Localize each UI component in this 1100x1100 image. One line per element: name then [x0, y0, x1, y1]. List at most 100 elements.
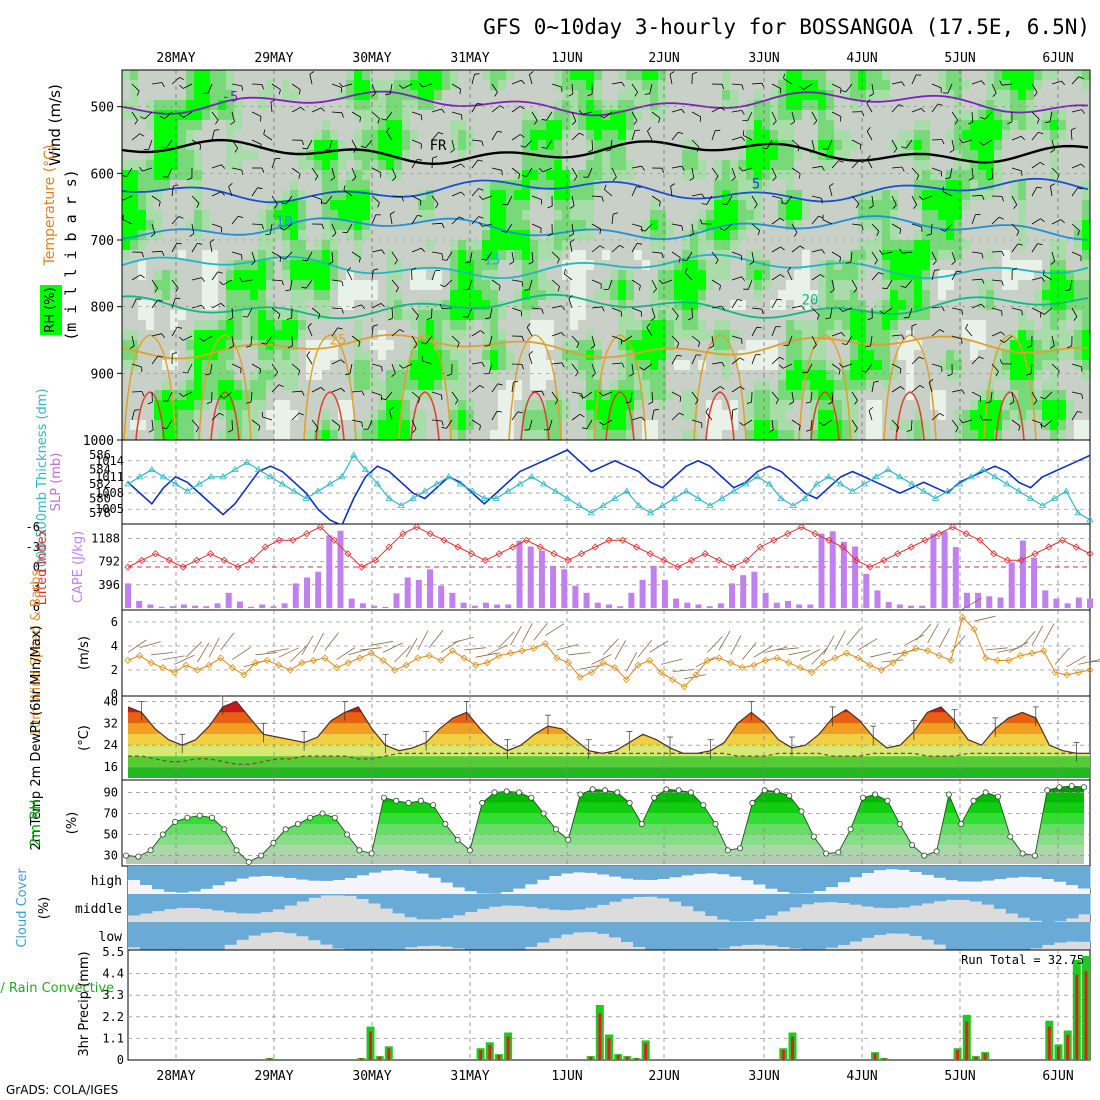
rh-cell	[930, 190, 938, 200]
cloud-cell	[476, 866, 490, 894]
cloud-cell	[837, 922, 850, 945]
wind-barb	[531, 111, 538, 121]
rh-cell	[314, 250, 322, 260]
thickness-point	[302, 494, 310, 501]
wind-barb	[411, 269, 413, 281]
wind-barb-flag	[320, 107, 325, 112]
cloud-cell	[1066, 866, 1079, 886]
rh-cell	[962, 170, 970, 180]
cape-bar	[751, 571, 758, 608]
wind-barb	[991, 363, 999, 372]
wind-barb	[521, 623, 533, 643]
rh-cell	[690, 220, 698, 230]
rh-cell	[538, 380, 546, 390]
rh-cell	[170, 140, 178, 150]
rh-cell	[250, 280, 258, 290]
rh-cell	[1058, 250, 1066, 260]
rh-cell	[882, 370, 890, 380]
rh-cell	[690, 170, 698, 180]
rh-cell	[786, 320, 794, 330]
wind-barb-flag	[841, 343, 847, 345]
wind-barb-flag	[633, 120, 638, 125]
wind-barb-flag	[1081, 109, 1085, 114]
wind-barb	[431, 391, 442, 396]
precip-tick-label: 3.3	[102, 988, 124, 1002]
rh-cell	[770, 360, 778, 370]
wind-barb	[951, 251, 956, 262]
rh-cell	[930, 210, 938, 220]
rh-cell	[922, 200, 930, 210]
wind-barb	[611, 362, 623, 365]
rh-cell	[994, 410, 1002, 420]
cloud-cell	[452, 866, 466, 888]
rh-cell	[186, 130, 194, 140]
rh-cell	[434, 270, 442, 280]
rh-cell	[906, 360, 914, 370]
rh-cell	[586, 140, 594, 150]
contour-line	[122, 90, 1089, 117]
wind-barb-flag	[809, 149, 815, 153]
rh-cell	[242, 260, 250, 270]
rh-cell	[282, 200, 290, 210]
rh-cell	[234, 270, 242, 280]
rh-cell	[1042, 410, 1050, 420]
bottom-date-label: 28MAY	[156, 1069, 195, 1084]
li-point	[426, 530, 434, 538]
rh-cell	[810, 90, 818, 100]
rh-cell	[234, 380, 242, 390]
rh-cell	[298, 300, 306, 310]
rh-cell	[458, 270, 466, 280]
cloud-cell	[236, 894, 249, 914]
rh-cell	[938, 280, 946, 290]
rh-cell	[282, 80, 290, 90]
chart-title: GFS 0~10day 3-hourly for BOSSANGOA (17.5…	[483, 15, 1090, 39]
rh-cell	[962, 420, 970, 430]
rh-cell	[794, 430, 802, 440]
rh-cell	[210, 360, 218, 370]
rh-cell	[842, 370, 850, 380]
rh-cell	[410, 280, 418, 290]
rh-cell	[226, 430, 234, 440]
wind-barb	[811, 216, 819, 225]
wind-barb-flag	[838, 160, 844, 163]
wind-barb	[731, 167, 736, 178]
rh-cell	[154, 230, 162, 240]
rh-cell	[754, 180, 762, 190]
rh-cell	[530, 430, 538, 440]
rh-cell	[562, 340, 570, 350]
wind-barb-flag	[413, 344, 418, 349]
wind-barb-flag	[278, 314, 281, 320]
rh-cell	[186, 430, 194, 440]
wind-barb-flag	[694, 399, 699, 405]
wind-barb	[231, 139, 239, 149]
wind-barb-flag	[215, 119, 219, 125]
rh-cell	[810, 370, 818, 380]
rh-cell	[1034, 340, 1042, 350]
wind-barb	[446, 251, 453, 261]
rh-cell	[802, 100, 810, 110]
wind-barb	[742, 167, 753, 172]
wind-barb	[944, 223, 953, 232]
cloud-cell	[488, 866, 502, 894]
rh-cell	[850, 280, 858, 290]
rh-cell	[434, 370, 442, 380]
wind-barb-flag	[373, 268, 379, 271]
cloud-cell	[416, 922, 430, 947]
wind-barb	[1011, 135, 1022, 141]
thickness-tick-label: 586	[89, 448, 111, 462]
wind-barb-flag	[820, 274, 825, 278]
cloud-cell	[320, 894, 333, 896]
rh-cell	[450, 400, 458, 410]
rh-cell	[186, 150, 194, 160]
rh-cell	[578, 250, 586, 260]
wind-barb-flag	[217, 271, 223, 274]
rh-cell	[914, 250, 922, 260]
cloud-cell	[152, 894, 165, 912]
rh-cell	[490, 320, 498, 330]
rh-cell	[1074, 420, 1082, 430]
rh-cell	[226, 270, 234, 280]
wind-barb	[131, 410, 135, 421]
rh-cell	[354, 110, 362, 120]
wind-barb	[800, 649, 820, 660]
rh-cell	[810, 430, 818, 440]
